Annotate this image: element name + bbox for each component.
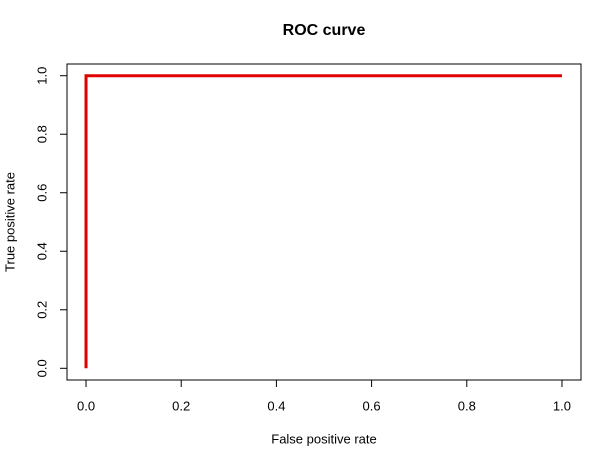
x-tick-label: 0.2	[172, 398, 190, 413]
x-tick-label: 0.8	[458, 398, 476, 413]
y-tick-label: 0.0	[34, 359, 49, 377]
y-tick-label: 0.6	[34, 184, 49, 202]
y-tick-label: 1.0	[34, 67, 49, 85]
y-tick-label: 0.2	[34, 301, 49, 319]
y-tick-label: 0.4	[34, 242, 49, 260]
y-axis-label: True positive rate	[2, 172, 17, 272]
roc-line	[84, 74, 562, 369]
x-tick-label: 0.4	[267, 398, 285, 413]
x-tick-label: 1.0	[553, 398, 571, 413]
plot-box	[66, 63, 582, 381]
x-axis-label: False positive rate	[271, 431, 377, 446]
chart-title: ROC curve	[283, 22, 366, 39]
x-tick-label: 0.6	[363, 398, 381, 413]
x-tick-label: 0.0	[77, 398, 95, 413]
y-tick-label: 0.8	[34, 125, 49, 143]
